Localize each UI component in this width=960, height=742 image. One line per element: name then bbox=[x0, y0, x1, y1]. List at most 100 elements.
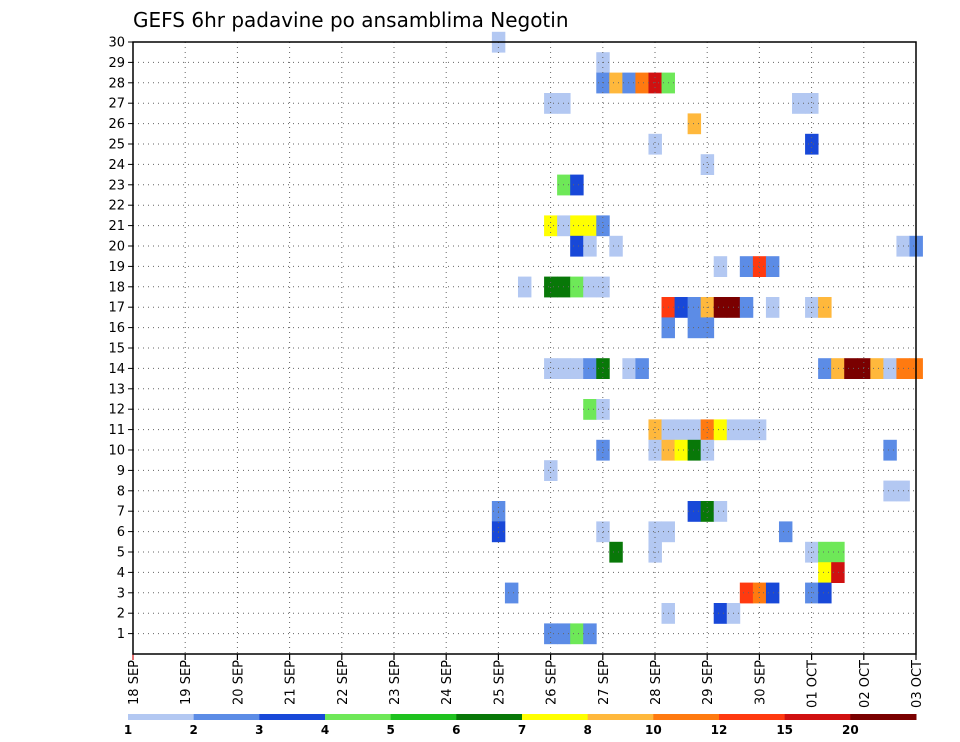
heatmap-cell bbox=[700, 501, 715, 522]
legend-swatch bbox=[193, 714, 260, 720]
x-tick-label: 28 SEP bbox=[649, 660, 664, 705]
y-tick-label: 16 bbox=[108, 321, 125, 336]
heatmap-cell bbox=[622, 358, 636, 379]
heatmap-cell bbox=[687, 113, 702, 135]
y-tick-label: 26 bbox=[108, 117, 125, 132]
heatmap-cell bbox=[517, 276, 532, 298]
y-tick-label: 15 bbox=[108, 342, 125, 357]
heatmap-cell bbox=[818, 541, 832, 563]
plot-frame bbox=[132, 41, 917, 655]
legend-swatch bbox=[259, 714, 326, 720]
heatmap-cell bbox=[583, 623, 597, 645]
x-tick-label: 24 SEP bbox=[440, 660, 455, 705]
legend-swatch bbox=[587, 714, 654, 720]
heatmap-cell bbox=[687, 439, 702, 461]
heatmap-cell bbox=[609, 541, 623, 563]
heatmap-cell bbox=[687, 419, 702, 441]
legend-swatch bbox=[325, 714, 392, 720]
legend-swatch bbox=[522, 714, 589, 720]
heatmap-cell bbox=[713, 256, 728, 277]
x-tick-label: 01 OCT bbox=[806, 660, 821, 708]
heatmap-cell bbox=[570, 276, 584, 298]
y-tick-label: 21 bbox=[108, 219, 125, 234]
legend-swatch bbox=[850, 714, 917, 720]
x-tick-label: 22 SEP bbox=[336, 660, 351, 705]
heatmap-cell bbox=[544, 93, 558, 114]
heatmap-cell bbox=[805, 93, 819, 114]
x-tick-label: 27 SEP bbox=[597, 660, 612, 705]
heatmap-cell bbox=[765, 256, 780, 277]
y-tick-label: 28 bbox=[108, 76, 125, 91]
x-tick-label: 20 SEP bbox=[231, 660, 246, 705]
x-tick-label: 19 SEP bbox=[179, 660, 194, 705]
legend-swatch bbox=[653, 714, 720, 720]
y-tick-label: 25 bbox=[108, 138, 125, 153]
heatmap-cell bbox=[570, 174, 584, 196]
legend-swatch bbox=[784, 714, 851, 720]
heatmap-cell bbox=[739, 256, 754, 277]
y-axis-ticks: 1234567891011121314151617181920212223242… bbox=[108, 36, 133, 642]
heatmap-cell bbox=[818, 562, 832, 583]
heatmap-cell bbox=[504, 582, 519, 604]
heatmap-cell bbox=[674, 419, 689, 441]
y-tick-label: 3 bbox=[117, 586, 125, 601]
heatmap-cell bbox=[818, 297, 832, 318]
x-tick-label: 18 SEP bbox=[127, 660, 142, 705]
legend-label: 15 bbox=[776, 723, 793, 737]
heatmap-cell bbox=[609, 235, 623, 257]
heatmap-cell bbox=[765, 297, 780, 318]
legend-label: 8 bbox=[583, 723, 591, 737]
y-tick-label: 20 bbox=[108, 240, 125, 255]
y-tick-label: 29 bbox=[108, 56, 125, 71]
y-tick-label: 23 bbox=[108, 178, 125, 193]
y-tick-label: 1 bbox=[117, 627, 125, 642]
heatmap-cell bbox=[883, 439, 897, 461]
legend-swatch bbox=[390, 714, 457, 720]
heatmap-cell bbox=[648, 521, 662, 543]
heatmap-cell bbox=[883, 480, 897, 502]
heatmap-cells bbox=[491, 31, 923, 645]
heatmap-cell bbox=[818, 358, 832, 379]
heatmap-cell bbox=[583, 358, 597, 379]
heatmap-cell bbox=[805, 133, 819, 155]
heatmap-cell bbox=[635, 358, 649, 379]
heatmap-cell bbox=[648, 439, 662, 461]
heatmap-cell bbox=[544, 358, 558, 379]
heatmap-cell bbox=[883, 358, 897, 379]
heatmap-cell bbox=[687, 317, 702, 339]
heatmap-cell bbox=[818, 582, 832, 604]
y-tick-label: 19 bbox=[108, 260, 125, 275]
heatmap-cell bbox=[622, 72, 636, 94]
heatmap-cell bbox=[583, 235, 597, 257]
heatmap-cell bbox=[583, 276, 597, 298]
heatmap-cell bbox=[570, 215, 584, 237]
heatmap-cell bbox=[583, 215, 597, 237]
y-tick-label: 30 bbox=[108, 36, 125, 51]
heatmap-cell bbox=[674, 297, 689, 318]
heatmap-cell bbox=[544, 460, 558, 481]
y-tick-label: 9 bbox=[117, 464, 125, 479]
x-tick-label: 02 OCT bbox=[858, 660, 873, 708]
heatmap-cell bbox=[831, 541, 845, 563]
heatmap-cell bbox=[570, 235, 584, 257]
x-tick-label: 30 SEP bbox=[753, 660, 768, 705]
legend-label: 6 bbox=[452, 723, 460, 737]
y-tick-label: 5 bbox=[117, 546, 125, 561]
heatmap-cell bbox=[674, 439, 689, 461]
x-axis-ticks: 18 SEP 19 SEP 20 SEP 21 SEP 22 SEP 23 SEP 24 S… bbox=[127, 654, 925, 708]
legend-label: 10 bbox=[645, 723, 662, 737]
x-tick-label: 29 SEP bbox=[701, 660, 716, 705]
x-tick-label: 03 OCT bbox=[910, 660, 925, 708]
y-tick-label: 6 bbox=[117, 525, 125, 540]
y-tick-label: 7 bbox=[117, 505, 125, 520]
legend-label: 20 bbox=[842, 723, 859, 737]
legend-label: 1 bbox=[124, 723, 132, 737]
heatmap-cell bbox=[687, 501, 702, 522]
x-tick-label: 23 SEP bbox=[388, 660, 403, 705]
heatmap-cell bbox=[648, 133, 662, 155]
heatmap-cell bbox=[648, 419, 662, 441]
heatmap-cell bbox=[739, 419, 754, 441]
heatmap-cell bbox=[713, 297, 728, 318]
heatmap-cell bbox=[831, 358, 845, 379]
y-tick-label: 24 bbox=[108, 158, 125, 173]
